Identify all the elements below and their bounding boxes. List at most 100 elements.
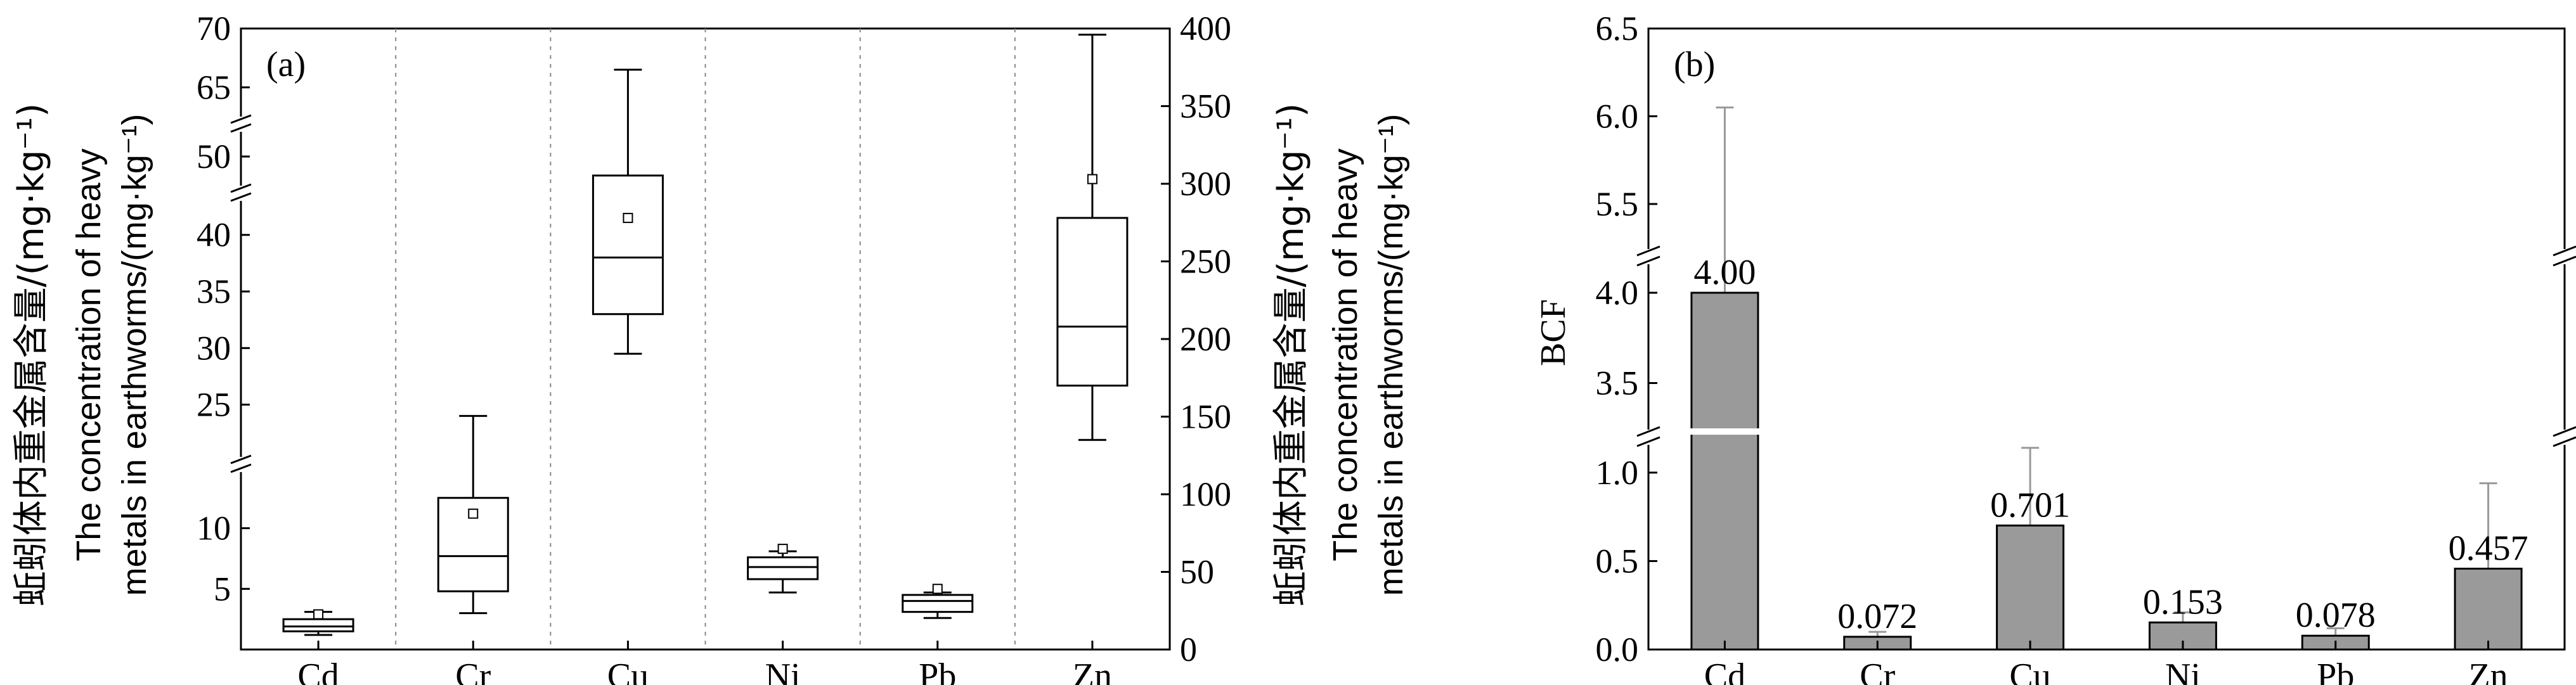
panel-a-right-tick-label: 400 xyxy=(1180,10,1231,48)
panel-b-y-tick-label: 0.0 xyxy=(1596,631,1639,669)
panel-b-axis-gap-right xyxy=(2562,249,2567,264)
panel-a-ylabel-cn: 蚯蚓体内重金属含量/(mg·kg⁻¹) xyxy=(11,103,52,606)
panel-a-x-tick-label: Pb xyxy=(919,656,956,685)
panel-b-break-mark xyxy=(2553,436,2576,447)
panel-a-right-ylabel-en-2: metals in earthworms/(mg·kg⁻¹) xyxy=(1372,114,1410,596)
box-pb xyxy=(902,584,974,619)
panel-a-right-tick-label: 150 xyxy=(1180,398,1231,436)
panel-b-break-mark xyxy=(2553,426,2576,437)
panel-b-x-tick-label: Zn xyxy=(2468,656,2508,685)
bar-value-label: 0.153 xyxy=(2143,582,2223,622)
panel-b-x-tick-label: Cd xyxy=(1704,656,1745,685)
bar-cu: 0.701 xyxy=(1990,447,2070,651)
panel-a-break-mark xyxy=(230,123,252,133)
panel-a-break-mark xyxy=(230,114,252,124)
box-iqr xyxy=(902,594,974,613)
box-iqr xyxy=(282,618,354,632)
panel-a-right-tick-label: 100 xyxy=(1180,475,1231,513)
bar-value-label: 0.072 xyxy=(1837,597,1917,636)
panel-a-ylabel-en-2: metals in earthworms/(mg·kg⁻¹) xyxy=(115,114,153,596)
box-iqr xyxy=(747,556,819,580)
panel-a-left-tick-label: 70 xyxy=(197,10,231,48)
bar-value-label: 0.457 xyxy=(2449,528,2528,568)
bar-value-label: 0.078 xyxy=(2296,596,2376,635)
panel-a-right-tick-label: 250 xyxy=(1180,243,1231,281)
panel-b-frame xyxy=(1647,27,2566,651)
panel-a-break-mark xyxy=(230,192,252,202)
box-mean-marker xyxy=(932,584,943,594)
panel-b-x-tick-label: Pb xyxy=(2317,656,2354,685)
panel-a-x-tick-label: Cr xyxy=(455,656,491,685)
panel-a-left-tick-label: 10 xyxy=(197,509,231,547)
panel-a-left-tick-label: 35 xyxy=(197,272,231,310)
panel-a-boxplot: 蚯蚓体内重金属含量/(mg·kg⁻¹) The concentration of… xyxy=(11,10,1410,685)
panel-b-axis-gap-left xyxy=(1646,249,1651,264)
bar xyxy=(1996,524,2065,651)
panel-a-ylabel-en-1: The concentration of heavy xyxy=(70,148,108,561)
bar xyxy=(1690,291,1759,651)
panel-b-axis-gap-left xyxy=(1646,430,1651,445)
panel-a-break-mark xyxy=(230,454,252,464)
bar-zn: 0.457 xyxy=(2449,482,2528,651)
panel-a-left-tick-label: 30 xyxy=(197,329,231,367)
panel-a-right-tick-label: 350 xyxy=(1180,87,1231,125)
panel-a-right-tick-label: 200 xyxy=(1180,320,1231,358)
box-mean-marker xyxy=(313,609,324,620)
panel-a-break-mark xyxy=(230,463,252,473)
bar xyxy=(2454,567,2523,651)
panel-a-left-tick-label: 65 xyxy=(197,68,231,106)
panel-b-x-tick-label: Cu xyxy=(2009,656,2050,685)
panel-b-break-mark xyxy=(2553,255,2576,267)
bar-ni: 0.153 xyxy=(2143,582,2223,651)
panel-a-right-tick-label: 300 xyxy=(1180,165,1231,203)
box-mean-marker xyxy=(468,508,479,519)
panel-b-ylabel: BCF xyxy=(1534,299,1573,366)
panel-b-y-tick-label: 3.5 xyxy=(1596,364,1639,402)
panel-a-right-ylabel-cn: 蚯蚓体内重金属含量/(mg·kg⁻¹) xyxy=(1271,103,1312,606)
panel-b-y-tick-label: 5.5 xyxy=(1596,185,1639,223)
bar-break-band xyxy=(1690,428,1759,435)
panel-b-break-mark xyxy=(2553,245,2576,257)
panel-b-break-mark xyxy=(1636,426,1660,437)
panel-b-label: (b) xyxy=(1674,45,1715,84)
panel-b-x-tick-label: Cr xyxy=(1860,656,1895,685)
box-cd xyxy=(282,609,354,636)
panel-a-left-tick-label: 25 xyxy=(197,386,231,424)
panel-a-axis-gap xyxy=(238,457,243,472)
panel-a-right-tick-label: 0 xyxy=(1180,631,1197,669)
panel-a-axis-gap xyxy=(238,117,243,132)
panel-b-y-tick-label: 0.5 xyxy=(1596,542,1639,580)
panel-a-right-ylabel-en-1: The concentration of heavy xyxy=(1326,148,1364,561)
panel-b-y-tick-label: 6.5 xyxy=(1596,10,1639,48)
bar-pb: 0.078 xyxy=(2296,596,2376,651)
panel-b-y-tick-label: 6.0 xyxy=(1596,97,1639,135)
box-mean-marker xyxy=(1087,174,1097,184)
panel-b-y-tick-label: 1.0 xyxy=(1596,454,1639,492)
panel-a-right-tick-label: 50 xyxy=(1180,553,1214,591)
box-mean-marker xyxy=(777,544,788,554)
bar-cd: 4.00 xyxy=(1690,106,1759,651)
panel-b-break-mark xyxy=(1636,436,1660,447)
panel-b-y-tick-label: 4.0 xyxy=(1596,274,1639,312)
box-iqr xyxy=(1056,217,1129,387)
bar-value-label: 4.00 xyxy=(1693,253,1756,292)
panel-a-label: (a) xyxy=(266,45,306,84)
panel-a-axis-gap xyxy=(238,186,243,201)
box-zn xyxy=(1056,34,1129,441)
panel-b-break-mark xyxy=(1636,255,1660,267)
box-cr xyxy=(437,414,509,615)
panel-a-x-tick-label: Ni xyxy=(765,656,801,685)
panel-a-x-tick-label: Cd xyxy=(297,656,339,685)
panel-a-left-tick-label: 5 xyxy=(214,570,231,608)
box-iqr xyxy=(592,174,664,316)
panel-a-x-tick-label: Cu xyxy=(607,656,649,685)
panel-b-axis-gap-right xyxy=(2562,430,2567,445)
panel-a-left-tick-label: 50 xyxy=(197,138,231,176)
box-mean-marker xyxy=(623,212,633,223)
panel-b-barchart: BCF 0.0 0.5 1.0 3.5 4.0 5.5 6.0 6.5 4.00 Cd 0.072 C… xyxy=(1534,10,2576,685)
box-cu xyxy=(592,68,664,355)
panel-a-x-tick-label: Zn xyxy=(1073,656,1112,685)
bar-value-label: 0.701 xyxy=(1990,485,2070,525)
panel-b-break-mark xyxy=(1636,245,1660,257)
